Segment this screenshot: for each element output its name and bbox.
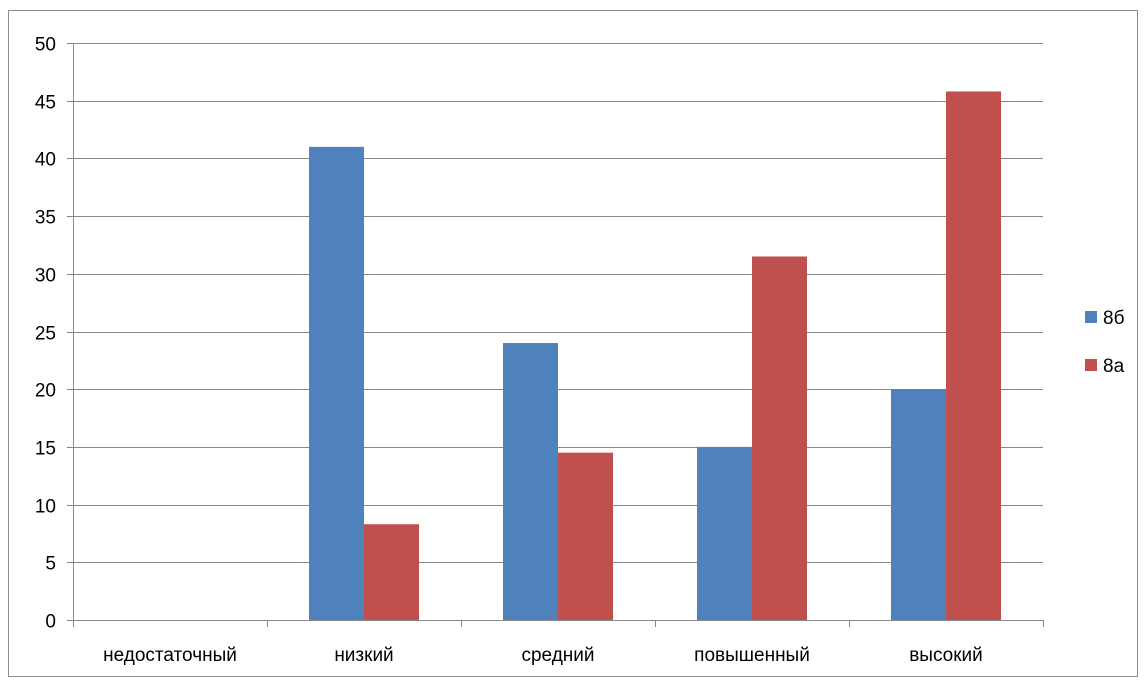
legend: 8б 8а <box>1085 308 1125 377</box>
y-tick-label: 35 <box>35 208 56 229</box>
gridlines <box>73 43 1043 563</box>
y-tick-label: 25 <box>35 324 56 345</box>
y-tick-label: 15 <box>35 439 56 460</box>
legend-label: 8б <box>1103 308 1125 329</box>
bar-series2 <box>558 452 613 620</box>
y-tick-label: 45 <box>35 93 56 114</box>
bar-series1 <box>309 146 364 621</box>
y-tick-label: 5 <box>45 554 56 575</box>
x-tick-label: недостаточный <box>103 645 237 666</box>
y-tick-label: 40 <box>35 150 56 171</box>
y-tick-label: 30 <box>35 266 56 287</box>
bar-series2 <box>364 524 419 620</box>
legend-swatch <box>1085 311 1097 323</box>
x-tick-label: средний <box>521 645 594 666</box>
bar-series1 <box>891 389 946 620</box>
bar-series2 <box>946 91 1001 620</box>
x-tick-label: высокий <box>909 645 983 666</box>
bar-series2 <box>752 256 807 620</box>
y-tick-label: 0 <box>45 612 56 633</box>
x-tick-label: низкий <box>334 645 393 666</box>
y-tick-labels: 0 5 10 15 20 25 30 35 40 45 50 <box>35 35 56 633</box>
x-tick-label: повышенный <box>694 645 810 666</box>
bars <box>309 91 1001 621</box>
x-tick-labels: недостаточный низкий средний повышенный высо… <box>103 645 983 666</box>
y-tick-label: 50 <box>35 35 56 56</box>
y-tick-label: 20 <box>35 381 56 402</box>
legend-swatch <box>1085 359 1097 371</box>
axes <box>67 43 1044 627</box>
legend-label: 8а <box>1103 356 1125 377</box>
bar-series1 <box>503 343 558 620</box>
y-tick-label: 10 <box>35 497 56 518</box>
bar-series1 <box>697 446 752 620</box>
